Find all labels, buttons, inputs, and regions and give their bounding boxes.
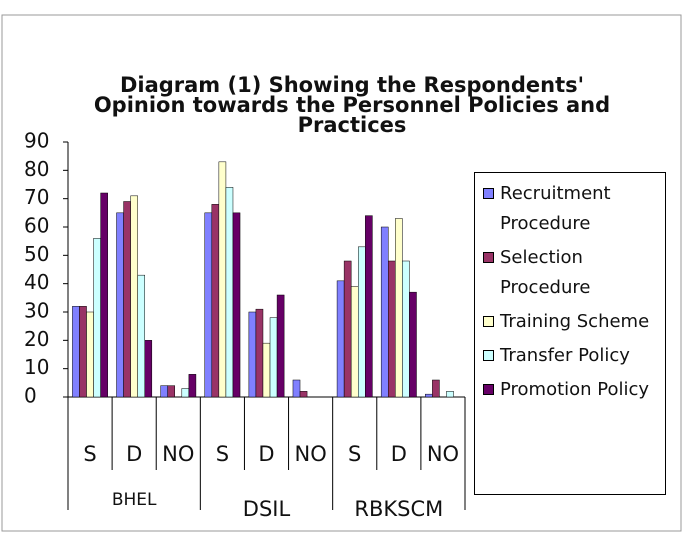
legend-entry: Transfer Policy [483, 341, 663, 371]
bar [188, 374, 197, 398]
legend-label: Selection Procedure [500, 247, 591, 298]
y-tick-label: 10 [24, 355, 49, 379]
bar [350, 286, 359, 398]
y-tick-label: 50 [24, 242, 49, 266]
bar [255, 308, 264, 398]
x-tick-label: NO [162, 442, 194, 466]
legend-entry: Recruitment Procedure [483, 179, 663, 239]
x-tick-label: S [216, 442, 229, 466]
legend-label: Promotion Policy [500, 379, 650, 400]
legend-swatch [483, 384, 494, 395]
legend-label: Recruitment Procedure [500, 183, 611, 234]
frame [1, 14, 682, 532]
bar [365, 215, 373, 398]
y-tick-label: 90 [24, 129, 49, 153]
legend-entry: Promotion Policy [483, 375, 663, 405]
bar [276, 294, 285, 398]
bar [181, 388, 190, 398]
bar [358, 246, 366, 398]
bar [93, 238, 101, 398]
bar [123, 201, 131, 398]
bar [144, 340, 153, 398]
bar [160, 385, 168, 398]
y-tick-label: 70 [24, 185, 49, 209]
x-tick-label: NO [427, 442, 459, 466]
bar [79, 306, 87, 398]
bar [225, 187, 234, 398]
bar [269, 317, 278, 398]
bar [167, 385, 175, 398]
bar [137, 274, 146, 398]
bar [402, 260, 410, 398]
bar [262, 342, 271, 398]
bar [248, 311, 257, 398]
x-tick-label: S [348, 442, 361, 466]
group-label: BHEL [112, 490, 157, 510]
bar [432, 379, 440, 398]
bar [380, 226, 389, 398]
legend-swatch [483, 316, 494, 327]
bar [211, 204, 220, 398]
bar [232, 212, 241, 398]
y-tick-label: 0 [24, 384, 37, 408]
bar [336, 280, 345, 398]
x-tick-label: NO [294, 442, 326, 466]
y-tick-label: 20 [24, 327, 49, 351]
legend-swatch [483, 252, 494, 263]
chart-title: Opinion towards the Personnel Policies a… [94, 93, 610, 117]
bar [72, 306, 80, 398]
chart-title: Diagram (1) Showing the Respondents' [120, 73, 584, 97]
bar [409, 291, 417, 398]
group-label: RBKSCM [354, 497, 443, 521]
bar [100, 192, 108, 398]
bar [387, 260, 396, 398]
bar [218, 161, 227, 398]
bar [446, 391, 454, 398]
bar [86, 311, 94, 398]
y-tick-label: 30 [24, 299, 49, 323]
legend-label: Transfer Policy [500, 345, 630, 366]
legend-entry: Training Scheme [483, 307, 663, 337]
y-tick-label: 40 [24, 270, 49, 294]
x-tick-label: S [83, 442, 96, 466]
legend-swatch [483, 188, 494, 199]
chart-title: Practices [298, 113, 407, 137]
legend-label: Training Scheme [500, 311, 650, 332]
bar [343, 260, 352, 398]
x-tick-label: D [391, 442, 407, 466]
x-tick-label: D [258, 442, 274, 466]
bar [299, 391, 308, 398]
bar [130, 195, 138, 398]
bar [395, 218, 403, 398]
x-tick-label: D [126, 442, 142, 466]
legend: Recruitment Procedure Selection Procedure… [474, 172, 666, 495]
legend-swatch [483, 350, 494, 361]
y-tick-label: 80 [24, 157, 49, 181]
bar [425, 393, 433, 398]
legend-entry: Selection Procedure [483, 243, 663, 303]
group-label: DSIL [243, 497, 291, 521]
y-tick-label: 60 [24, 214, 49, 238]
bar [204, 212, 213, 398]
bar [292, 379, 301, 398]
bar [116, 212, 124, 398]
